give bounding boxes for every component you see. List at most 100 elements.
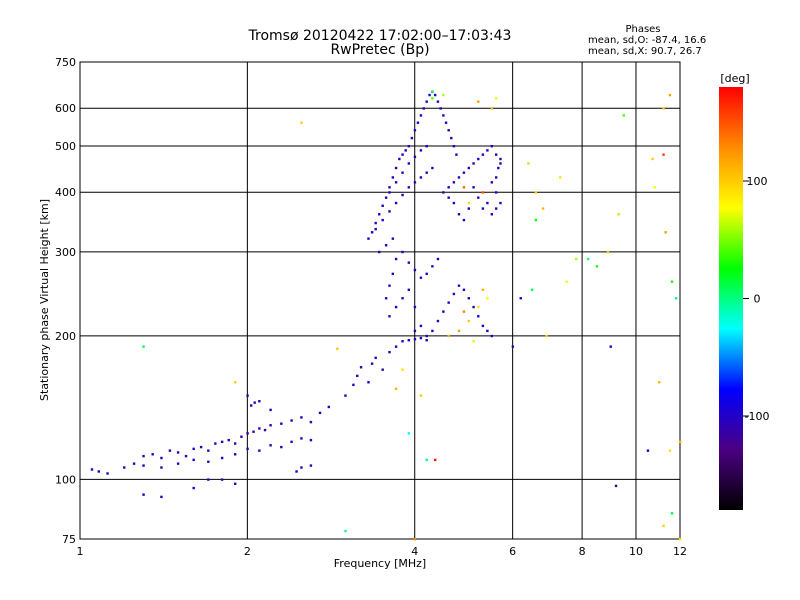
data-point [668,93,672,97]
data-point [374,221,377,225]
y-axis-label: Stationary phase Virtual Height [km] [38,199,51,401]
data-point [374,356,377,360]
data-point [419,149,423,152]
data-point [370,362,374,365]
data-point [511,345,515,348]
data-point [309,438,313,442]
y-tick-label: 500 [55,140,76,153]
data-point [442,114,445,117]
x-axis-label: Frequency [MHz] [334,557,426,570]
data-point [422,107,426,110]
y-tick-label: 75 [62,533,76,546]
data-point [356,374,359,378]
data-point [220,440,224,444]
data-point [199,445,203,449]
data-point [300,121,303,124]
data-point [407,261,411,264]
data-point [490,181,494,184]
data-point [280,422,283,425]
data-point [467,207,471,210]
colorbar-tick-label: 0 [754,293,761,306]
data-point [447,186,450,189]
data-point [327,405,331,409]
data-point [494,153,498,156]
data-point [123,466,126,469]
data-point [558,176,562,179]
data-point [447,129,450,132]
data-point [662,107,665,110]
data-point [462,218,466,222]
data-point [574,257,578,261]
y-tick-label: 750 [55,56,76,69]
data-point [416,121,420,124]
data-point [450,136,453,140]
data-point [425,334,428,338]
data-point [653,186,656,189]
data-point [207,478,210,481]
data-point [142,464,145,467]
data-point [401,250,404,254]
phase-stats-heading: Phases [625,24,660,35]
data-point [378,213,381,216]
data-point [490,334,494,338]
data-point [318,411,322,415]
data-point [452,292,456,296]
data-point [344,394,347,397]
data-point [646,449,650,452]
data-point [258,427,261,430]
data-point [490,213,494,216]
data-point [249,404,253,407]
data-point [674,297,678,300]
data-point [467,201,471,205]
data-point [595,265,599,268]
data-point [413,538,417,541]
data-point [90,468,94,471]
data-point [462,171,466,174]
data-point [407,338,411,342]
data-point [606,250,610,254]
data-point [442,93,445,97]
data-point [401,368,404,371]
data-point [160,495,163,499]
data-point [462,288,466,291]
data-point [407,162,411,165]
data-point [472,340,475,343]
data-point [436,100,440,103]
data-point [381,368,384,371]
data-point [407,432,411,435]
data-point [106,472,109,475]
data-point [258,449,261,452]
data-point [477,315,480,318]
data-point [233,442,237,445]
colorbar-label: [deg] [720,72,749,85]
data-point [401,193,404,197]
data-point [431,90,434,94]
data-point [419,394,423,397]
data-point [662,153,665,156]
x-tick-label: 1 [77,545,84,558]
data-point [401,153,404,156]
data-point [499,157,502,161]
data-point [359,366,363,369]
data-point [404,149,407,152]
data-point [378,250,381,254]
data-point [651,157,654,161]
data-point [207,460,210,463]
data-point [413,268,417,272]
data-point [263,428,267,432]
x-tick-labels: 1 2 4 6 8 10 12 [77,545,688,558]
data-point [246,432,249,435]
data-point [300,437,303,440]
data-point [486,329,489,333]
chart-title: Tromsø 20120422 17:02:00–17:03:43 [248,28,512,44]
colorbar [719,87,743,510]
data-point [384,196,388,199]
data-point [452,181,456,184]
data-point [497,166,500,170]
data-point [431,97,434,100]
data-point [534,218,538,222]
data-points [90,90,682,541]
data-point [391,176,395,179]
data-point [394,345,398,348]
data-point [419,276,423,279]
